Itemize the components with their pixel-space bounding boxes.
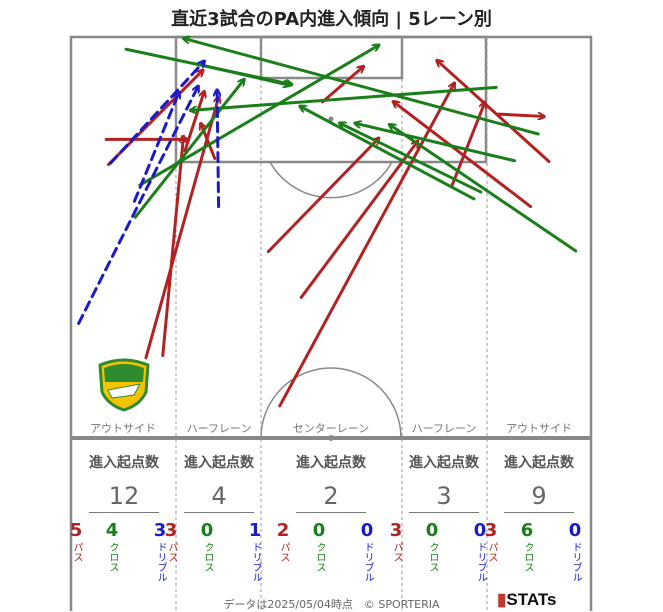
cross-arrow: [184, 39, 540, 136]
stat-breakdown: 3 パス 6 クロス 0 ドリブル: [485, 520, 582, 583]
pass-arrow: [437, 61, 551, 164]
pass-count: 2: [276, 520, 290, 541]
cross-label: クロス: [202, 542, 213, 572]
pass-arrow: [183, 92, 204, 153]
pass-count: 3: [164, 520, 178, 541]
stat-breakdown: 5 パス 4 クロス 3 ドリブル: [70, 520, 167, 583]
cross-label: クロス: [107, 542, 118, 572]
cross-count: 4: [105, 520, 119, 541]
cross-arrow: [390, 125, 578, 253]
stats-logo-icon: ▮: [497, 590, 507, 609]
lane-label: ハーフレーン: [187, 422, 252, 435]
lane-label: センターレーン: [293, 422, 369, 435]
dribble-label: ドリブル: [362, 542, 373, 582]
lane-label: アウトサイド: [90, 422, 156, 435]
pass-arrow: [299, 142, 417, 299]
stat-breakdown: 2 パス 0 クロス 0 ドリブル: [277, 520, 374, 583]
stat-total: 9: [531, 482, 547, 510]
pass-arrow: [321, 67, 364, 104]
dribble-count: 0: [568, 520, 582, 541]
stat-divider: [184, 512, 254, 513]
dribble-arrow: [77, 87, 198, 325]
stat-heading: 進入起点数: [409, 455, 479, 471]
cross-arrow: [191, 85, 498, 110]
lane-label: アウトサイド: [506, 422, 572, 435]
pass-label: パス: [486, 542, 497, 562]
lane-stat-outside-left: 進入起点数 12 5 パス 4 クロス 3 ドリブル: [70, 452, 167, 583]
dribble-arrow: [217, 90, 219, 209]
center-circle: [260, 367, 402, 439]
entry-arrows: [77, 39, 578, 408]
stat-breakdown: 3 パス 0 クロス 1 ドリブル: [165, 520, 262, 583]
penalty-spot: [328, 116, 334, 122]
cross-arrow: [194, 62, 289, 85]
pass-count: 3: [389, 520, 403, 541]
lane-stat-halfspace-right: 進入起点数 3 3 パス 0 クロス 0 ドリブル: [390, 452, 487, 583]
dribble-label: ドリブル: [570, 542, 581, 582]
chart-title: 直近3試合のPA内進入傾向 | 5レーン別: [171, 9, 492, 30]
stats-logo-text: STATs: [506, 590, 557, 609]
dribble-arrow: [109, 61, 204, 165]
club-crest-icon: [98, 358, 150, 412]
dribble-count: 0: [473, 520, 487, 541]
stat-divider: [504, 512, 574, 513]
stat-total: 3: [436, 482, 452, 510]
stat-total: 12: [108, 482, 140, 510]
pass-arrow: [394, 102, 533, 209]
stat-breakdown: 3 パス 0 クロス 0 ドリブル: [390, 520, 487, 583]
dribble-label: ドリブル: [475, 542, 486, 582]
pass-label: パス: [71, 542, 82, 562]
pass-arrow: [266, 139, 378, 254]
pass-label: パス: [391, 542, 402, 562]
pass-arrow: [496, 114, 543, 116]
cross-label: クロス: [522, 542, 533, 572]
cross-arrow: [300, 107, 476, 201]
cross-label: クロス: [427, 542, 438, 572]
stat-divider: [296, 512, 366, 513]
stat-total: 4: [211, 482, 227, 510]
cross-arrow: [340, 123, 483, 194]
cross-count: 0: [312, 520, 326, 541]
stat-heading: 進入起点数: [184, 455, 254, 471]
cross-arrow: [133, 80, 244, 219]
pass-arrow: [278, 84, 454, 408]
stat-heading: 進入起点数: [89, 455, 159, 471]
cross-arrow: [355, 123, 517, 163]
lane-stat-halfspace-left: 進入起点数 4 3 パス 0 クロス 1 ドリブル: [165, 452, 262, 583]
dribble-count: 0: [360, 520, 374, 541]
stat-total: 2: [323, 482, 339, 510]
stat-heading: 進入起点数: [296, 455, 366, 471]
cross-count: 0: [425, 520, 439, 541]
lane-label: ハーフレーン: [412, 422, 477, 435]
dribble-count: 1: [248, 520, 262, 541]
dribble-label: ドリブル: [250, 542, 261, 582]
dribble-count: 3: [153, 520, 167, 541]
stat-heading: 進入起点数: [504, 455, 574, 471]
penalty-arc: [269, 161, 393, 199]
pass-label: パス: [166, 542, 177, 562]
dribble-arrow: [132, 93, 178, 203]
cross-count: 0: [200, 520, 214, 541]
lane-stat-center: 進入起点数 2 2 パス 0 クロス 0 ドリブル: [277, 452, 374, 583]
stats-logo: ▮STATs: [497, 590, 556, 610]
center-spot: [328, 435, 334, 441]
footer-date: データは2025/05/04時点 © SPORTERIA: [223, 598, 440, 611]
stat-divider: [89, 512, 159, 513]
stat-divider: [409, 512, 479, 513]
pass-count: 5: [69, 520, 83, 541]
pass-arrow: [161, 137, 184, 358]
dribble-label: ドリブル: [155, 542, 166, 582]
cross-count: 6: [520, 520, 534, 541]
pass-count: 3: [484, 520, 498, 541]
lane-stat-outside-right: 進入起点数 9 3 パス 6 クロス 0 ドリブル: [485, 452, 582, 583]
pass-label: パス: [278, 542, 289, 562]
cross-label: クロス: [314, 542, 325, 572]
